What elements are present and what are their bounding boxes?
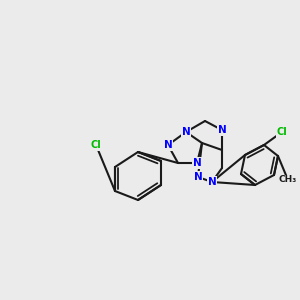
- Text: CH₃: CH₃: [279, 176, 297, 184]
- Text: N: N: [193, 158, 201, 168]
- Text: N: N: [182, 127, 190, 137]
- Text: N: N: [164, 140, 172, 150]
- Text: Cl: Cl: [91, 140, 101, 150]
- Text: N: N: [194, 172, 202, 182]
- Text: N: N: [218, 125, 226, 135]
- Text: Cl: Cl: [277, 127, 287, 137]
- Text: N: N: [208, 177, 216, 187]
